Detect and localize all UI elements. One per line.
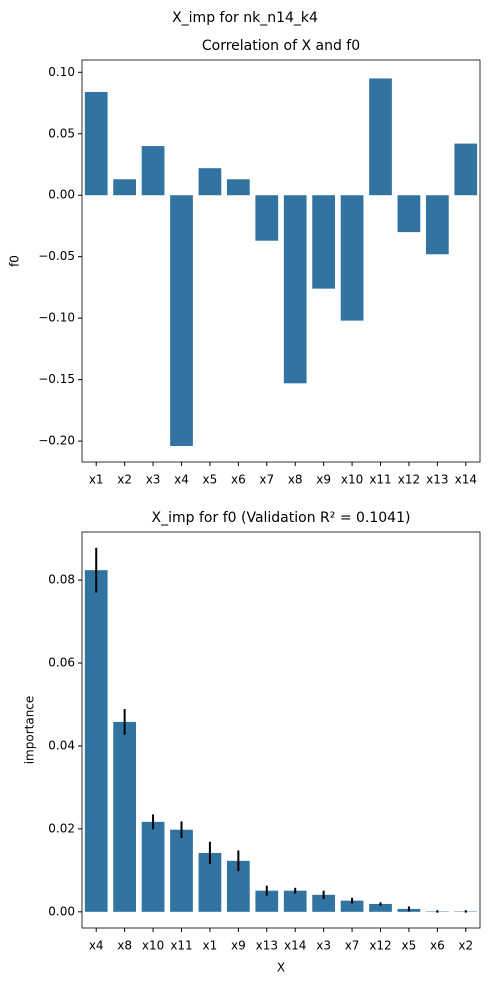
bar — [226, 860, 250, 912]
x-tick-label: x1 — [89, 473, 104, 487]
y-tick-label: −0.20 — [38, 434, 75, 448]
y-tick-label: −0.05 — [38, 249, 75, 263]
chart-title: X_imp for f0 (Validation R² = 0.1041) — [152, 510, 411, 526]
bar — [283, 195, 307, 384]
x-tick-label: x4 — [89, 939, 104, 953]
bar — [170, 829, 193, 912]
bar — [369, 78, 392, 196]
bar — [84, 570, 108, 912]
x-tick-label: x5 — [203, 473, 218, 487]
x-tick-label: x11 — [369, 473, 391, 487]
bar — [113, 721, 137, 912]
x-tick-label: x6 — [430, 939, 445, 953]
y-tick-label: 0.08 — [48, 573, 75, 587]
bar — [454, 143, 478, 196]
bar — [170, 195, 193, 447]
bar — [255, 195, 279, 241]
bar — [226, 179, 250, 196]
x-tick-label: x12 — [398, 473, 420, 487]
y-tick-label: 0.10 — [48, 65, 75, 79]
bar — [312, 195, 336, 289]
bar — [84, 91, 108, 196]
x-tick-label: x3 — [146, 473, 161, 487]
x-tick-label: x8 — [117, 939, 132, 953]
y-tick-label: 0.06 — [48, 656, 75, 670]
x-tick-label: x14 — [284, 939, 306, 953]
bar — [198, 168, 222, 196]
bar — [312, 894, 336, 912]
bar — [340, 900, 364, 912]
bar — [255, 890, 279, 912]
x-tick-label: x7 — [345, 939, 360, 953]
x-tick-label: x8 — [288, 473, 303, 487]
y-tick-label: 0.05 — [48, 126, 75, 140]
x-tick-label: x9 — [231, 939, 246, 953]
x-tick-label: x9 — [316, 473, 331, 487]
x-tick-label: x7 — [259, 473, 274, 487]
x-tick-label: x10 — [341, 473, 363, 487]
axes-frame — [81, 59, 481, 463]
x-tick-label: x2 — [117, 473, 132, 487]
bar — [369, 903, 392, 912]
bar — [397, 195, 421, 233]
bar — [340, 195, 364, 321]
axes-frame — [81, 531, 481, 929]
y-tick-label: 0.04 — [48, 738, 75, 752]
bar — [141, 146, 165, 196]
y-tick-label: −0.15 — [38, 372, 75, 386]
y-tick-label: −0.10 — [38, 311, 75, 325]
y-tick-label: 0.00 — [48, 904, 75, 918]
x-tick-label: x4 — [174, 473, 189, 487]
x-tick-label: x13 — [426, 473, 448, 487]
bar — [198, 852, 222, 912]
figure-title: X_imp for nk_n14_k4 — [172, 10, 318, 26]
bar — [141, 821, 165, 912]
y-tick-label: 0.02 — [48, 821, 75, 835]
y-tick-label: 0.00 — [48, 188, 75, 202]
bar — [425, 195, 449, 255]
x-tick-label: x2 — [458, 939, 473, 953]
x-tick-label: x13 — [256, 939, 278, 953]
chart-title: Correlation of X and f0 — [202, 38, 360, 54]
x-tick-label: x1 — [203, 939, 218, 953]
x-tick-label: x3 — [316, 939, 331, 953]
y-axis-label: importance — [23, 696, 37, 765]
x-tick-label: x6 — [231, 473, 246, 487]
y-axis-label: f0 — [8, 255, 22, 267]
x-tick-label: x11 — [170, 939, 192, 953]
x-tick-label: x14 — [455, 473, 477, 487]
x-tick-label: x5 — [402, 939, 417, 953]
x-axis-label: X — [277, 961, 285, 975]
x-tick-label: x10 — [142, 939, 164, 953]
bar — [113, 179, 137, 196]
bar — [283, 890, 307, 912]
x-tick-label: x12 — [369, 939, 391, 953]
